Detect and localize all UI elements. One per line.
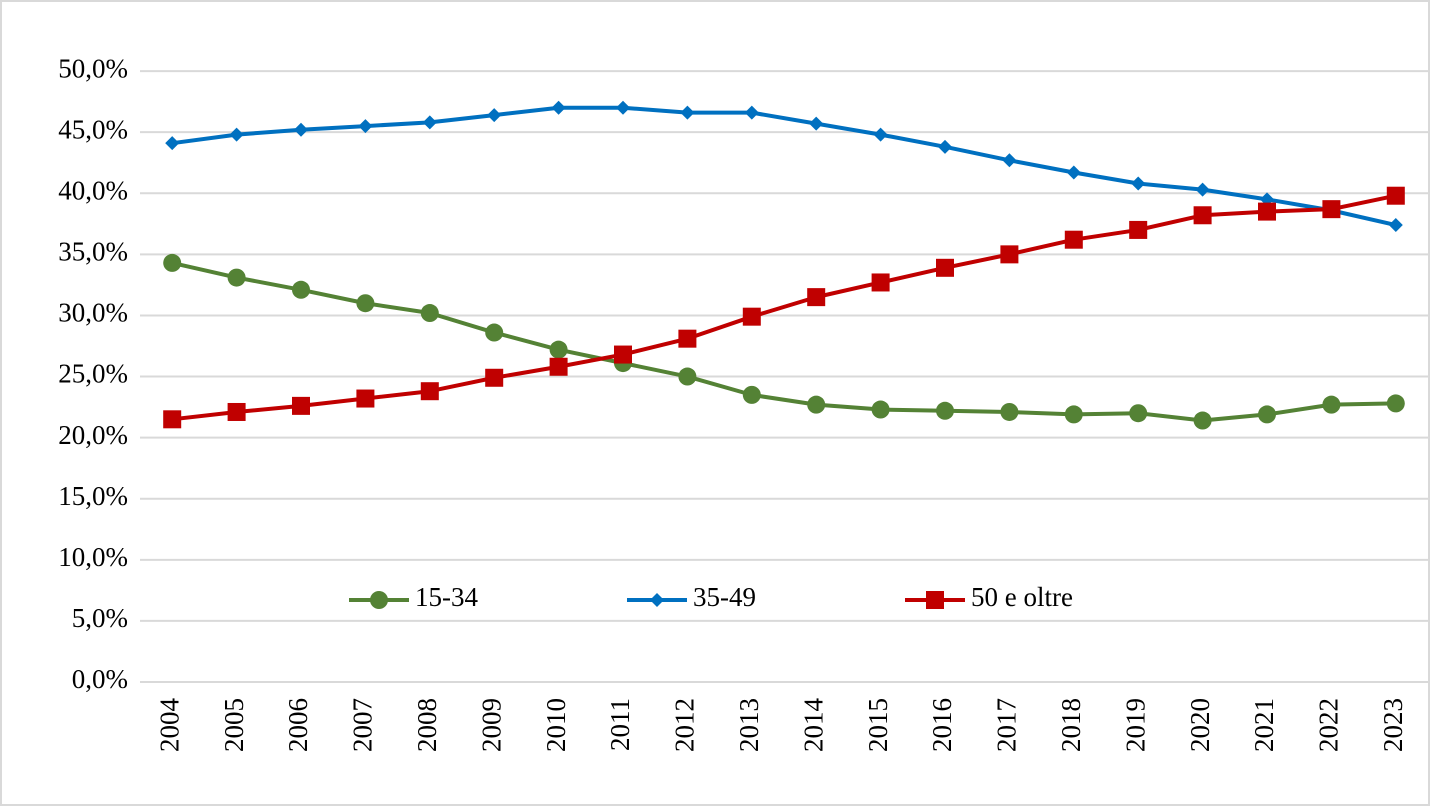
data-point bbox=[1388, 218, 1403, 233]
data-point bbox=[678, 329, 697, 348]
legend-marker bbox=[370, 591, 388, 609]
data-point bbox=[549, 340, 568, 359]
data-point bbox=[485, 323, 504, 342]
y-tick-label: 15,0% bbox=[58, 481, 128, 511]
y-tick-label: 10,0% bbox=[58, 542, 128, 572]
data-point bbox=[487, 108, 502, 123]
data-point bbox=[1000, 245, 1019, 264]
data-point bbox=[1000, 402, 1019, 421]
x-tick-label: 2005 bbox=[219, 698, 249, 752]
data-point bbox=[229, 127, 244, 142]
data-point bbox=[292, 280, 310, 299]
x-tick-label: 2015 bbox=[863, 698, 893, 752]
data-point bbox=[227, 268, 246, 287]
series-line bbox=[171, 105, 1397, 227]
data-point bbox=[678, 367, 697, 386]
data-point bbox=[936, 258, 954, 277]
data-point bbox=[742, 385, 761, 404]
data-point bbox=[549, 357, 568, 376]
data-point bbox=[1322, 200, 1341, 219]
x-tick-label: 2010 bbox=[541, 698, 571, 752]
y-tick-label: 5,0% bbox=[72, 603, 128, 633]
data-point bbox=[614, 345, 632, 364]
data-point bbox=[1131, 176, 1146, 191]
x-tick-label: 2014 bbox=[798, 698, 828, 753]
data-point bbox=[420, 304, 439, 323]
data-point bbox=[871, 400, 890, 419]
legend-marker bbox=[926, 591, 944, 609]
data-point bbox=[871, 273, 890, 292]
data-point bbox=[616, 100, 630, 115]
y-tick-label: 20,0% bbox=[58, 420, 128, 450]
data-point bbox=[485, 368, 504, 387]
y-tick-label: 35,0% bbox=[58, 237, 128, 267]
x-tick-label: 2006 bbox=[283, 698, 313, 752]
legend-label: 15-34 bbox=[415, 582, 478, 612]
data-point bbox=[165, 136, 180, 151]
data-point bbox=[163, 253, 182, 272]
x-tick-label: 2020 bbox=[1185, 698, 1215, 752]
data-point bbox=[227, 402, 246, 421]
x-tick-label: 2019 bbox=[1120, 698, 1150, 752]
data-point bbox=[742, 307, 761, 326]
x-tick-label: 2018 bbox=[1056, 698, 1086, 752]
data-point bbox=[163, 410, 182, 429]
x-tick-label: 2012 bbox=[670, 698, 700, 752]
y-tick-label: 30,0% bbox=[58, 298, 128, 328]
data-point bbox=[1386, 394, 1405, 413]
data-point bbox=[807, 288, 826, 307]
data-point bbox=[1258, 405, 1276, 424]
y-tick-label: 45,0% bbox=[58, 114, 128, 144]
x-tick-label: 2004 bbox=[154, 698, 184, 753]
data-point bbox=[1386, 186, 1405, 205]
series-line bbox=[171, 260, 1396, 423]
x-tick-label: 2013 bbox=[734, 698, 764, 752]
x-tick-label: 2009 bbox=[476, 698, 506, 752]
data-point bbox=[1002, 153, 1017, 168]
y-tick-label: 0,0% bbox=[72, 664, 128, 694]
y-tick-label: 25,0% bbox=[58, 359, 128, 389]
data-point bbox=[1195, 182, 1210, 197]
legend-marker bbox=[650, 593, 664, 607]
data-point bbox=[807, 395, 826, 414]
x-tick-label: 2023 bbox=[1378, 698, 1408, 752]
data-point bbox=[1129, 404, 1148, 423]
data-point bbox=[551, 100, 566, 115]
data-point bbox=[1129, 220, 1148, 239]
x-tick-label: 2016 bbox=[927, 698, 957, 752]
data-point bbox=[356, 389, 375, 408]
data-point bbox=[292, 396, 310, 415]
x-tick-label: 2022 bbox=[1314, 698, 1344, 752]
data-point bbox=[873, 127, 888, 142]
data-point bbox=[1193, 206, 1212, 225]
x-tick-label: 2011 bbox=[605, 698, 635, 751]
data-point bbox=[294, 122, 308, 137]
data-point bbox=[1066, 165, 1081, 180]
data-point bbox=[1193, 411, 1212, 430]
data-point bbox=[936, 401, 954, 420]
legend-label: 50 e oltre bbox=[971, 582, 1073, 612]
data-point bbox=[809, 116, 824, 131]
x-tick-label: 2017 bbox=[992, 698, 1022, 752]
data-point bbox=[1064, 230, 1083, 249]
data-point bbox=[358, 119, 373, 134]
y-tick-label: 40,0% bbox=[58, 175, 128, 205]
y-tick-label: 50,0% bbox=[58, 53, 128, 83]
x-tick-label: 2021 bbox=[1249, 698, 1279, 752]
series-line bbox=[171, 193, 1397, 422]
data-point bbox=[680, 105, 695, 120]
x-tick-label: 2008 bbox=[412, 698, 442, 752]
data-point bbox=[744, 105, 759, 120]
data-point bbox=[938, 139, 952, 154]
data-point bbox=[422, 115, 437, 130]
data-point bbox=[356, 294, 375, 313]
legend-label: 35-49 bbox=[693, 582, 756, 612]
data-point bbox=[1258, 202, 1276, 221]
data-point bbox=[1322, 395, 1341, 414]
data-point bbox=[1064, 405, 1083, 424]
x-tick-label: 2007 bbox=[348, 698, 378, 752]
data-point bbox=[420, 382, 439, 401]
